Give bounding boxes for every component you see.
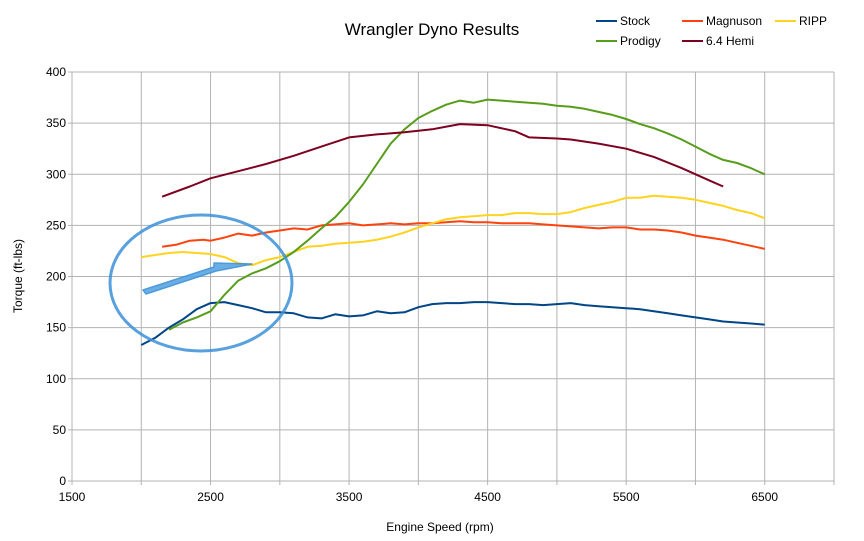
series-line-3 [168,98,766,331]
highlight-arrow [142,262,253,295]
legend-label-2: RIPP [799,14,827,28]
legend-label-1: Magnuson [706,14,762,28]
tick-labels: 0 50 100 150 200 250 300 350 400 1500 2500 3500 4500… [46,65,778,504]
y-tick-label: 150 [46,321,66,335]
y-tick-label: 350 [46,116,66,130]
x-tick-label: 2500 [197,490,224,504]
y-tick-label: 300 [46,167,66,181]
legend: Stock Magnuson RIPP Prodigy 6.4 Hemi [596,14,827,48]
series-lines [140,98,766,346]
legend-label-3: Prodigy [620,34,661,48]
legend-label-4: 6.4 Hemi [706,34,754,48]
x-tick-label: 5500 [613,490,640,504]
y-tick-label: 250 [46,218,66,232]
x-tick-label: 1500 [59,490,86,504]
series-line-1 [161,220,765,250]
x-axis-label: Engine Speed (rpm) [386,520,493,534]
y-tick-label: 200 [46,270,66,284]
series-line-0 [140,301,765,346]
highlight-circle [108,213,294,353]
y-tick-label: 0 [59,474,66,488]
highlight-annotation [108,213,294,353]
y-tick-label: 400 [46,65,66,79]
series-line-4 [161,123,724,198]
legend-label-0: Stock [620,14,651,28]
chart-title: Wrangler Dyno Results [345,20,519,39]
x-tick-label: 3500 [336,490,363,504]
y-tick-label: 100 [46,372,66,386]
x-tick-label: 4500 [474,490,501,504]
y-tick-label: 50 [53,423,67,437]
axes [68,71,835,485]
x-tick-label: 6500 [751,490,778,504]
grid-lines [72,71,835,481]
y-axis-label: Torque (ft-lbs) [11,239,25,313]
